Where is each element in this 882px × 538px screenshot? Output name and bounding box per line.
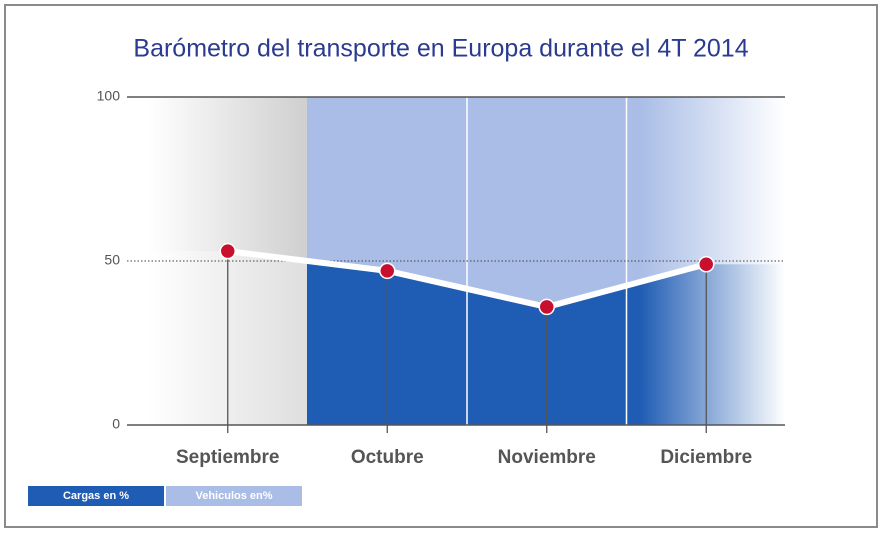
legend-label: Vehiculos en% <box>195 490 272 502</box>
marker <box>219 242 236 260</box>
x-tick-label: Diciembre <box>660 447 752 468</box>
x-tick-label: Septiembre <box>176 447 279 468</box>
y-tick-label: 0 <box>112 416 120 432</box>
chart-title: Barómetro del transporte en Europa duran… <box>133 35 748 63</box>
marker <box>379 262 396 280</box>
legend-swatch <box>28 486 164 506</box>
x-tick-label: Octubre <box>351 447 424 468</box>
line <box>227 248 708 310</box>
marker <box>538 298 555 316</box>
marker <box>698 256 715 273</box>
legend-swatch <box>166 486 302 506</box>
x-tick-label: Noviembre <box>498 447 596 468</box>
legend-label: Cargas en % <box>63 490 129 502</box>
y-tick-label: 50 <box>104 252 120 268</box>
y-tick-label: 100 <box>97 88 121 104</box>
